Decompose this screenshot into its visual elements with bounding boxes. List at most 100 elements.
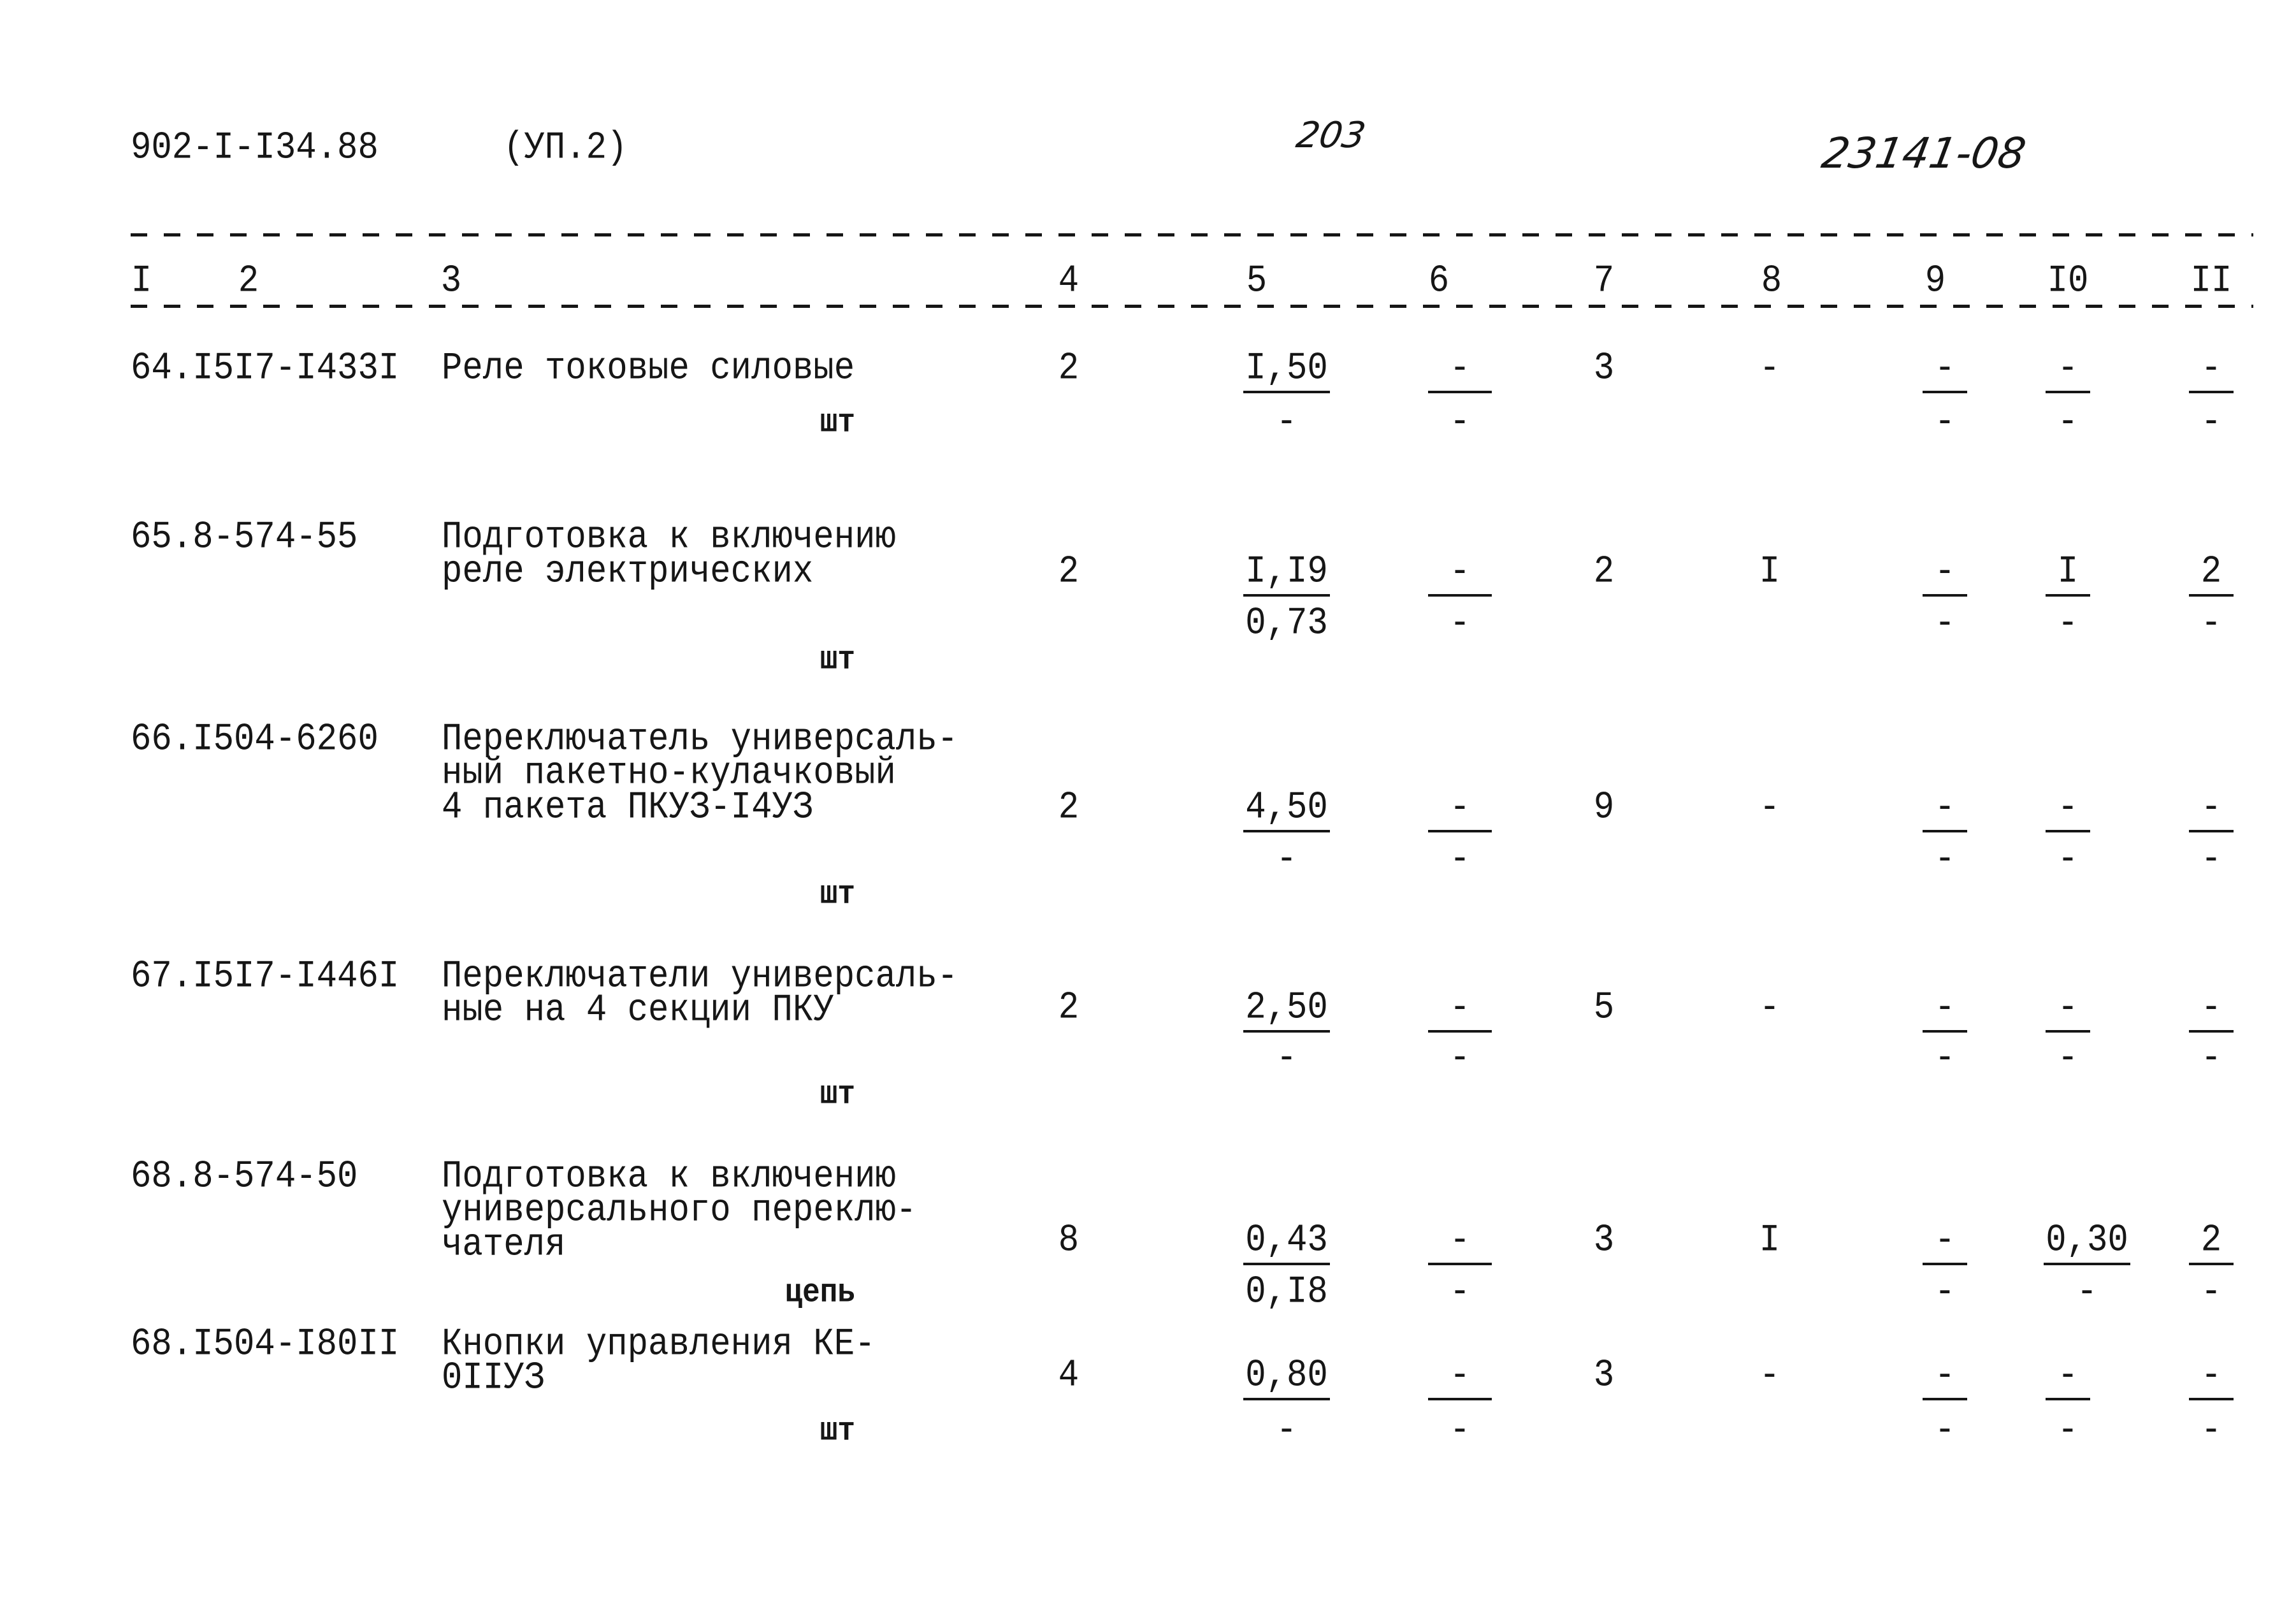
fraction-top-c6: - bbox=[1449, 1354, 1471, 1398]
fraction-top-c6: - bbox=[1449, 550, 1471, 594]
fraction-bar-c9 bbox=[1923, 1263, 1967, 1265]
column-header-9: 9 bbox=[1924, 259, 1946, 303]
fraction-top-c10: 0,30 bbox=[2046, 1219, 2128, 1263]
fraction-bottom-c10: - bbox=[2076, 1270, 2098, 1314]
fraction-bar-c9 bbox=[1923, 594, 1967, 597]
column-header-8: 8 bbox=[1761, 259, 1782, 303]
unit-of-measure: шт bbox=[819, 641, 855, 679]
fraction-bar-c10 bbox=[2046, 1398, 2090, 1400]
fraction-top-c11: - bbox=[2200, 347, 2222, 391]
fraction-bottom-c9: - bbox=[1934, 400, 1956, 444]
fraction-bottom-c10: - bbox=[2057, 838, 2079, 882]
value-col7: 5 bbox=[1593, 986, 1615, 1030]
fraction-top-c9: - bbox=[1934, 986, 1956, 1030]
fraction-top-c11: - bbox=[2200, 1354, 2222, 1398]
fraction-bottom-c6: - bbox=[1449, 400, 1471, 444]
value-col8: I bbox=[1759, 1219, 1780, 1263]
fraction-bar-c5 bbox=[1243, 830, 1330, 832]
fraction-top-c10: I bbox=[2057, 550, 2079, 594]
column-header-10: I0 bbox=[2047, 259, 2089, 303]
column-header-3: 3 bbox=[440, 259, 462, 303]
unit-of-measure: шт bbox=[819, 875, 855, 913]
item-name-line: Переключатели универсаль- bbox=[442, 955, 958, 999]
fraction-bottom-c9: - bbox=[1934, 602, 1956, 646]
fraction-bar-c10 bbox=[2044, 1263, 2130, 1265]
item-name-line: реле электрических bbox=[442, 550, 814, 594]
fraction-bar-c10 bbox=[2046, 391, 2090, 393]
value-col7: 9 bbox=[1593, 786, 1615, 830]
unit-of-measure: шт bbox=[819, 403, 855, 442]
fraction-bar-c9 bbox=[1923, 1398, 1967, 1400]
value-col8: I bbox=[1759, 550, 1780, 594]
fraction-bottom-c6: - bbox=[1449, 838, 1471, 882]
unit-of-measure: шт bbox=[819, 1075, 855, 1114]
column-header-2: 2 bbox=[238, 259, 259, 303]
fraction-top-c11: - bbox=[2200, 986, 2222, 1030]
fraction-bar-c6 bbox=[1428, 391, 1492, 393]
fraction-top-c5: 4,50 bbox=[1245, 786, 1328, 830]
fraction-top-c6: - bbox=[1449, 986, 1471, 1030]
fraction-bottom-c9: - bbox=[1934, 1036, 1956, 1080]
fraction-bottom-c9: - bbox=[1934, 838, 1956, 882]
fraction-bottom-c6: - bbox=[1449, 602, 1471, 646]
fraction-top-c11: 2 bbox=[2200, 550, 2222, 594]
fraction-top-c9: - bbox=[1934, 347, 1956, 391]
column-header-7: 7 bbox=[1593, 259, 1615, 303]
fraction-bottom-c11: - bbox=[2200, 602, 2222, 646]
fraction-bar-c6 bbox=[1428, 594, 1492, 597]
item-code: 65.8-574-55 bbox=[131, 516, 358, 560]
value-col7: 3 bbox=[1593, 1354, 1615, 1398]
quantity-col4: 2 bbox=[1058, 347, 1079, 391]
item-name-line: Переключатель универсаль- bbox=[442, 718, 958, 762]
unit-of-measure: цепь bbox=[784, 1274, 855, 1312]
fraction-bar-c6 bbox=[1428, 1263, 1492, 1265]
fraction-top-c6: - bbox=[1449, 1219, 1471, 1263]
item-name-line: Кнопки управления КЕ- bbox=[442, 1323, 876, 1367]
fraction-bar-c9 bbox=[1923, 830, 1967, 832]
fraction-bottom-c11: - bbox=[2200, 1036, 2222, 1080]
quantity-col4: 8 bbox=[1058, 1219, 1079, 1263]
fraction-top-c5: 0,80 bbox=[1245, 1354, 1328, 1398]
item-name-line: 0IIУЗ bbox=[442, 1356, 545, 1400]
section-label: (УП.2) bbox=[503, 126, 628, 170]
fraction-top-c9: - bbox=[1934, 550, 1956, 594]
fraction-top-c10: - bbox=[2057, 347, 2079, 391]
column-header-4: 4 bbox=[1058, 259, 1079, 303]
item-code: 66.I504-6260 bbox=[131, 718, 379, 762]
header-bottom-rule bbox=[131, 305, 2253, 308]
fraction-bar-c6 bbox=[1428, 1030, 1492, 1033]
value-col8: - bbox=[1759, 786, 1780, 830]
column-header-1: I bbox=[131, 259, 152, 303]
value-col7: 3 bbox=[1593, 1219, 1615, 1263]
fraction-bar-c11 bbox=[2189, 830, 2234, 832]
fraction-bottom-c10: - bbox=[2057, 1036, 2079, 1080]
fraction-bottom-c6: - bbox=[1449, 1036, 1471, 1080]
column-header-6: 6 bbox=[1428, 259, 1450, 303]
fraction-bottom-c10: - bbox=[2057, 602, 2079, 646]
fraction-top-c6: - bbox=[1449, 786, 1471, 830]
fraction-bar-c11 bbox=[2189, 1398, 2234, 1400]
fraction-bottom-c5: 0,73 bbox=[1245, 602, 1328, 646]
fraction-top-c11: - bbox=[2200, 786, 2222, 830]
fraction-top-c5: I,I9 bbox=[1245, 550, 1328, 594]
fraction-bottom-c5: 0,I8 bbox=[1245, 1270, 1328, 1314]
fraction-bar-c10 bbox=[2046, 1030, 2090, 1033]
fraction-bottom-c9: - bbox=[1934, 1409, 1956, 1453]
fraction-bottom-c5: - bbox=[1276, 838, 1297, 882]
item-code: 68.8-574-50 bbox=[131, 1155, 358, 1199]
fraction-top-c10: - bbox=[2057, 1354, 2079, 1398]
fraction-bottom-c5: - bbox=[1276, 400, 1297, 444]
fraction-bar-c11 bbox=[2189, 391, 2234, 393]
fraction-top-c11: 2 bbox=[2200, 1219, 2222, 1263]
reference-number: 23141-08 bbox=[1818, 129, 2030, 178]
fraction-top-c10: - bbox=[2057, 986, 2079, 1030]
value-col7: 3 bbox=[1593, 347, 1615, 391]
fraction-bar-c9 bbox=[1923, 1030, 1967, 1033]
quantity-col4: 2 bbox=[1058, 986, 1079, 1030]
fraction-top-c9: - bbox=[1934, 1354, 1956, 1398]
fraction-bottom-c10: - bbox=[2057, 1409, 2079, 1453]
fraction-bottom-c11: - bbox=[2200, 1409, 2222, 1453]
fraction-bottom-c11: - bbox=[2200, 838, 2222, 882]
fraction-bar-c6 bbox=[1428, 830, 1492, 832]
fraction-bottom-c9: - bbox=[1934, 1270, 1956, 1314]
